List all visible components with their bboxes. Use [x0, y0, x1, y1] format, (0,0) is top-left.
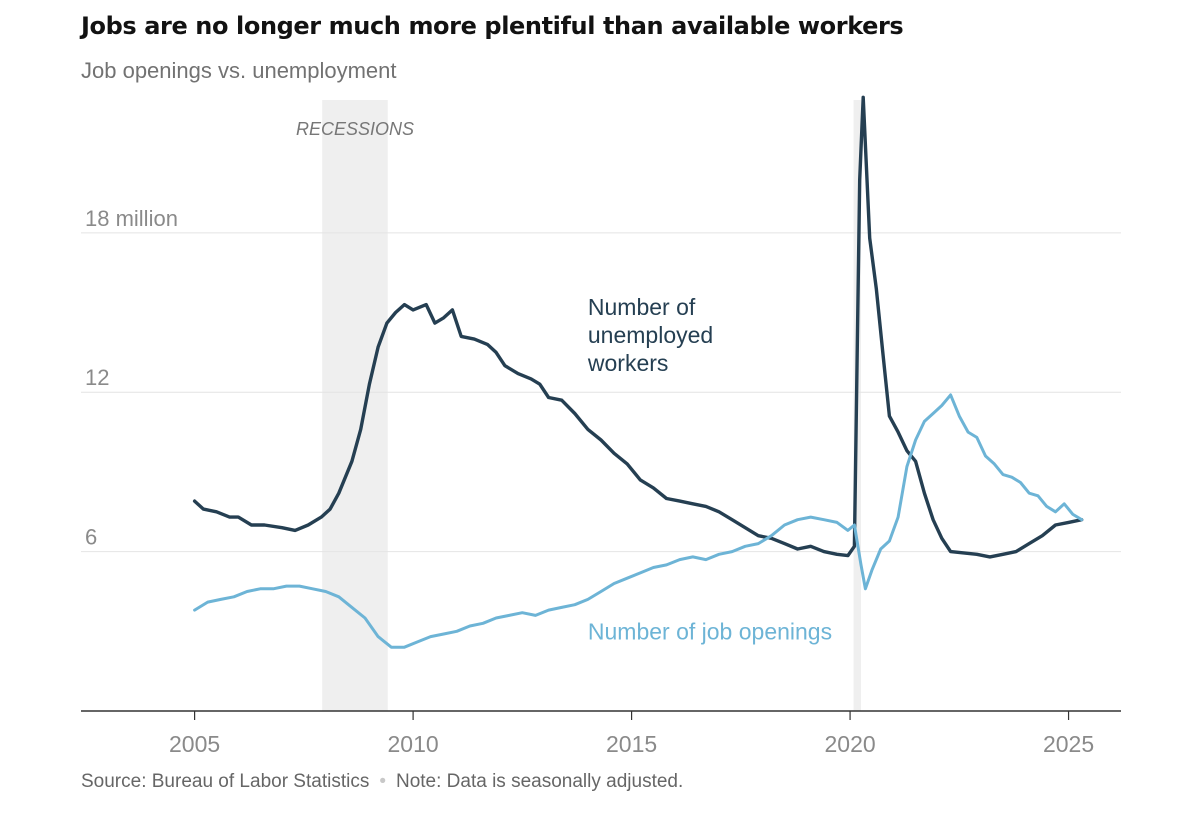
chart-subtitle: Job openings vs. unemployment — [81, 58, 397, 83]
x-tick-label-2020: 2020 — [824, 731, 875, 757]
openings-label-line-1: Number of job openings — [588, 618, 832, 644]
unemployed-label-line-1: Number of — [588, 294, 696, 320]
x-tick-label-2015: 2015 — [606, 731, 657, 757]
recession-band-1 — [322, 100, 388, 711]
recession-label: RECESSIONS — [296, 119, 414, 139]
unemployed-line — [192, 95, 1084, 559]
unemployed-label-line-3: workers — [587, 350, 669, 376]
y-tick-label-12: 12 — [85, 365, 109, 390]
openings-line — [193, 393, 1084, 649]
series-lines — [192, 95, 1084, 649]
y-tick-label-18: 18 million — [85, 206, 178, 231]
x-tick-label-2025: 2025 — [1043, 731, 1094, 757]
x-tick-label-2010: 2010 — [388, 731, 439, 757]
x-axis: 2005 2010 2015 2020 2025 — [81, 710, 1121, 757]
unemployed-label-line-2: unemployed — [588, 322, 713, 348]
gridlines: 6 12 18 million — [81, 206, 1121, 553]
source-note: Source: Bureau of Labor Statistics — [81, 771, 370, 792]
x-tick-label-2005: 2005 — [169, 731, 220, 757]
chart-footer: Source: Bureau of Labor Statistics • Note:… — [81, 771, 683, 793]
data-note: Note: Data is seasonally adjusted. — [395, 771, 684, 792]
y-tick-label-6: 6 — [85, 525, 97, 550]
separator-dot: • — [379, 771, 386, 792]
chart-title: Jobs are no longer much more plentiful t… — [81, 12, 904, 40]
